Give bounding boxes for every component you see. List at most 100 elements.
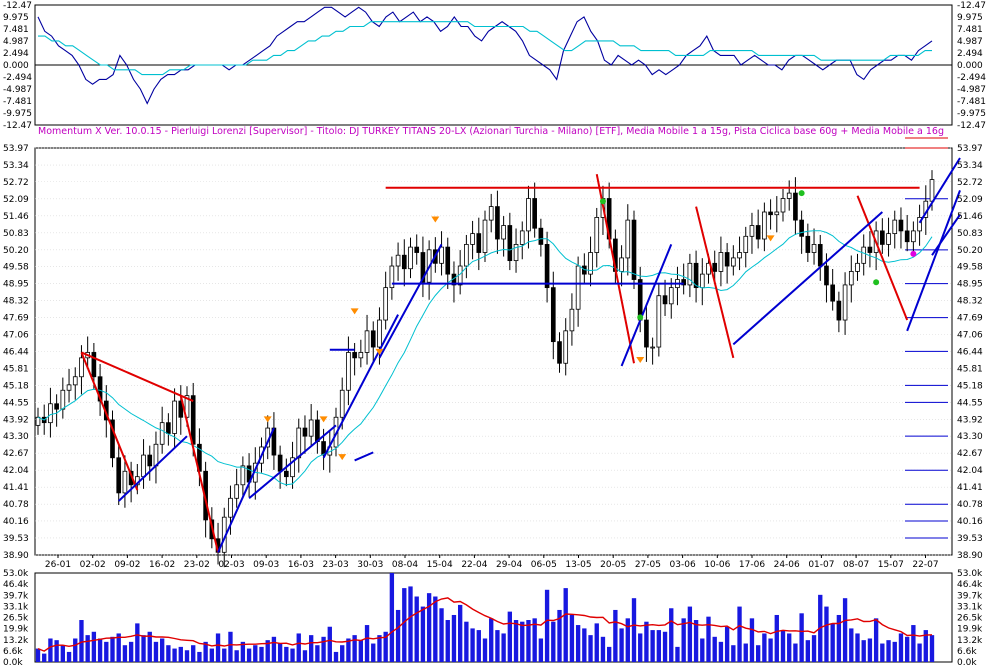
price-tick-left: 49.58 bbox=[3, 263, 29, 273]
top-marker bbox=[375, 348, 384, 355]
price-tick-left: 47.69 bbox=[3, 314, 29, 324]
momentum-tick-right: 9.975 bbox=[957, 13, 983, 23]
price-tick-right: 41.41 bbox=[957, 483, 983, 493]
candle-body bbox=[644, 319, 649, 348]
volume-bar bbox=[656, 630, 662, 662]
candle-body bbox=[228, 497, 233, 518]
candle-body bbox=[445, 246, 451, 275]
date-label: 16-03 bbox=[288, 560, 314, 570]
volume-bar bbox=[520, 621, 525, 662]
blue-trend-line bbox=[906, 190, 961, 332]
volume-bar bbox=[575, 625, 581, 662]
volume-bar bbox=[749, 618, 755, 662]
volume-bar bbox=[706, 616, 711, 662]
candle-body bbox=[575, 265, 581, 310]
momentum-tick-right: -2.494 bbox=[957, 73, 986, 83]
volume-tick-right: 33.1k bbox=[957, 602, 983, 612]
top-marker bbox=[350, 308, 359, 315]
price-tick-left: 52.09 bbox=[3, 195, 29, 205]
candle-body bbox=[886, 233, 891, 245]
volume-panel bbox=[35, 573, 935, 662]
blue-trend-line bbox=[217, 427, 275, 553]
volume-bar bbox=[277, 643, 283, 662]
volume-bar bbox=[73, 638, 78, 662]
volume-bar bbox=[228, 631, 233, 662]
momentum-ma-line bbox=[38, 21, 932, 76]
volume-bar bbox=[135, 623, 140, 662]
volume-bar bbox=[724, 626, 730, 662]
candle-body bbox=[190, 395, 196, 445]
volume-bar bbox=[917, 643, 922, 662]
candle-body bbox=[364, 330, 370, 353]
price-tick-left: 45.18 bbox=[3, 381, 29, 391]
price-tick-right: 42.67 bbox=[957, 449, 983, 459]
candle-body bbox=[687, 262, 693, 286]
date-label: 08-07 bbox=[843, 560, 869, 570]
candle-body bbox=[793, 192, 798, 221]
date-label: 08-04 bbox=[392, 560, 418, 570]
volume-bar bbox=[650, 630, 655, 662]
candle-body bbox=[668, 287, 674, 305]
date-label: 15-04 bbox=[427, 560, 453, 570]
volume-bar bbox=[681, 618, 686, 662]
axis-labels: -12.47 -12.47 9.975 9.975 7.481 7.481 4.987 4.9… bbox=[3, 1, 986, 667]
price-tick-left: 40.16 bbox=[3, 517, 29, 527]
candle-body bbox=[848, 271, 854, 286]
candle-body bbox=[153, 443, 159, 467]
volume-tick-right: 0.0k bbox=[957, 658, 977, 667]
blue-trend-line bbox=[931, 214, 961, 256]
candle-body bbox=[768, 211, 773, 216]
volume-bar bbox=[588, 635, 593, 662]
candle-body bbox=[861, 246, 867, 264]
panel-frame bbox=[34, 572, 953, 663]
date-label: 13-05 bbox=[565, 560, 591, 570]
volume-bar bbox=[569, 614, 575, 662]
candle-body bbox=[526, 198, 531, 232]
candle-body bbox=[389, 265, 395, 289]
candle-body bbox=[513, 244, 519, 262]
momentum-tick-right: 2.494 bbox=[957, 49, 983, 59]
price-tick-left: 43.92 bbox=[3, 415, 29, 425]
date-label: 10-06 bbox=[704, 560, 730, 570]
candle-body bbox=[370, 330, 376, 348]
candle-body bbox=[91, 352, 97, 378]
volume-bar bbox=[420, 606, 426, 662]
momentum-tick-left: 4.987 bbox=[3, 37, 29, 47]
volume-bar bbox=[898, 633, 904, 662]
volume-bar bbox=[768, 638, 773, 662]
candle-body bbox=[110, 419, 115, 459]
candle-body bbox=[346, 352, 351, 391]
volume-bar bbox=[631, 598, 637, 662]
candle-body bbox=[588, 252, 593, 275]
volume-bar bbox=[389, 573, 395, 662]
candle-body bbox=[377, 319, 382, 348]
volume-bar bbox=[110, 636, 115, 662]
price-tick-right: 43.30 bbox=[957, 432, 983, 442]
momentum-tick-left: -4.987 bbox=[3, 85, 32, 95]
volume-bar bbox=[184, 650, 190, 662]
candle-body bbox=[414, 246, 420, 253]
candle-body bbox=[35, 416, 41, 426]
blue-trend-line bbox=[118, 435, 188, 502]
candle-body bbox=[122, 470, 128, 494]
volume-bar bbox=[445, 620, 450, 662]
volume-bar bbox=[538, 638, 544, 662]
price-tick-right: 53.34 bbox=[957, 161, 983, 171]
candle-body bbox=[519, 230, 525, 245]
volume-tick-right: 6.6k bbox=[957, 647, 977, 657]
volume-bar bbox=[66, 651, 72, 662]
volume-tick-left: 19.9k bbox=[3, 625, 29, 635]
red-trend-line bbox=[80, 352, 139, 491]
candle-body bbox=[470, 233, 475, 245]
volume-bar bbox=[321, 636, 326, 662]
candle-body bbox=[749, 225, 755, 237]
volume-bar bbox=[675, 646, 680, 662]
volume-bar bbox=[408, 586, 413, 662]
price-tick-left: 42.04 bbox=[3, 466, 29, 476]
volume-bar bbox=[215, 633, 221, 662]
date-label: 02-03 bbox=[218, 560, 244, 570]
volume-bar bbox=[54, 640, 59, 662]
blue-trend-line bbox=[918, 157, 961, 224]
candle-body bbox=[550, 287, 556, 343]
momentum-tick-left: -12.47 bbox=[3, 121, 32, 131]
